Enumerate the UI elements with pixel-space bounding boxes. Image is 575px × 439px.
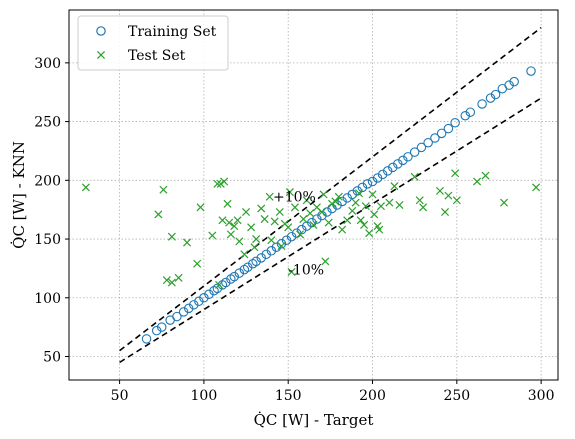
training-point (478, 100, 486, 108)
test-point (325, 219, 332, 226)
y-tick-label: 200 (34, 173, 61, 189)
x-tick-label: 300 (528, 388, 555, 404)
test-point (276, 208, 283, 215)
x-axis-ticks: 50 100 150 200 250 300 (111, 380, 555, 404)
test-point (411, 173, 418, 180)
training-point (451, 119, 459, 127)
training-point (444, 124, 452, 132)
test-point (482, 172, 489, 179)
test-point (271, 218, 278, 225)
y-axis-label: Q̇C [W] - KNN (10, 141, 28, 249)
test-point (194, 260, 201, 267)
x-axis-label: Q̇C [W] - Target (254, 411, 374, 429)
test-point (236, 238, 243, 245)
test-point (155, 211, 162, 218)
test-point (377, 203, 384, 210)
test-point (420, 204, 427, 211)
test-point (242, 208, 249, 215)
annotation-label: -10% (288, 262, 324, 278)
y-tick-label: 250 (34, 115, 61, 131)
test-point (300, 215, 307, 222)
training-point (142, 335, 150, 343)
test-point (209, 232, 216, 239)
test-point (386, 199, 393, 206)
test-point (500, 199, 507, 206)
test-point (396, 201, 403, 208)
test-point (366, 230, 373, 237)
reference-line (120, 98, 542, 362)
test-point (441, 208, 448, 215)
legend-training-label: Training Set (128, 24, 217, 40)
test-point (251, 244, 258, 251)
x-tick-label: 50 (111, 388, 129, 404)
test-point (268, 237, 275, 244)
test-point (371, 211, 378, 218)
test-point (197, 204, 204, 211)
test-point (473, 178, 480, 185)
test-point (357, 217, 364, 224)
test-point (241, 251, 248, 258)
test-point (307, 210, 314, 217)
test-point (248, 224, 255, 231)
y-axis-ticks: 50 100 150 200 250 300 (34, 56, 69, 366)
test-point (175, 274, 182, 281)
test-point (224, 200, 231, 207)
test-point (258, 205, 265, 212)
test-point (445, 192, 452, 199)
test-point (436, 187, 443, 194)
test-point (214, 180, 221, 187)
test-point (349, 207, 356, 214)
test-point (391, 183, 398, 190)
test-point (532, 184, 539, 191)
test-point (82, 184, 89, 191)
reference-line (120, 28, 542, 351)
test-point (339, 226, 346, 233)
test-point (221, 178, 228, 185)
test-point (278, 242, 285, 249)
test-point (360, 221, 367, 228)
test-point (219, 217, 226, 224)
annotation-label: +10% (273, 189, 316, 205)
test-point (344, 217, 351, 224)
x-tick-label: 200 (359, 388, 386, 404)
y-tick-label: 150 (34, 232, 61, 248)
test-point (226, 219, 233, 226)
x-tick-label: 150 (275, 388, 302, 404)
test-point (416, 197, 423, 204)
x-tick-label: 100 (191, 388, 218, 404)
annotations: +10% -10% (273, 189, 324, 278)
test-point (183, 239, 190, 246)
legend-test-label: Test Set (128, 48, 186, 64)
test-point (452, 170, 459, 177)
test-point (261, 215, 268, 222)
y-tick-label: 100 (34, 291, 61, 307)
legend: Training Set Test Set (78, 16, 228, 70)
test-point (160, 186, 167, 193)
x-tick-label: 250 (443, 388, 470, 404)
y-tick-label: 300 (34, 56, 61, 72)
y-tick-label: 50 (43, 350, 61, 366)
reference-lines (120, 28, 542, 363)
test-point (352, 199, 359, 206)
test-point (296, 231, 303, 238)
test-point (320, 191, 327, 198)
training-point (527, 67, 535, 75)
test-point (227, 231, 234, 238)
